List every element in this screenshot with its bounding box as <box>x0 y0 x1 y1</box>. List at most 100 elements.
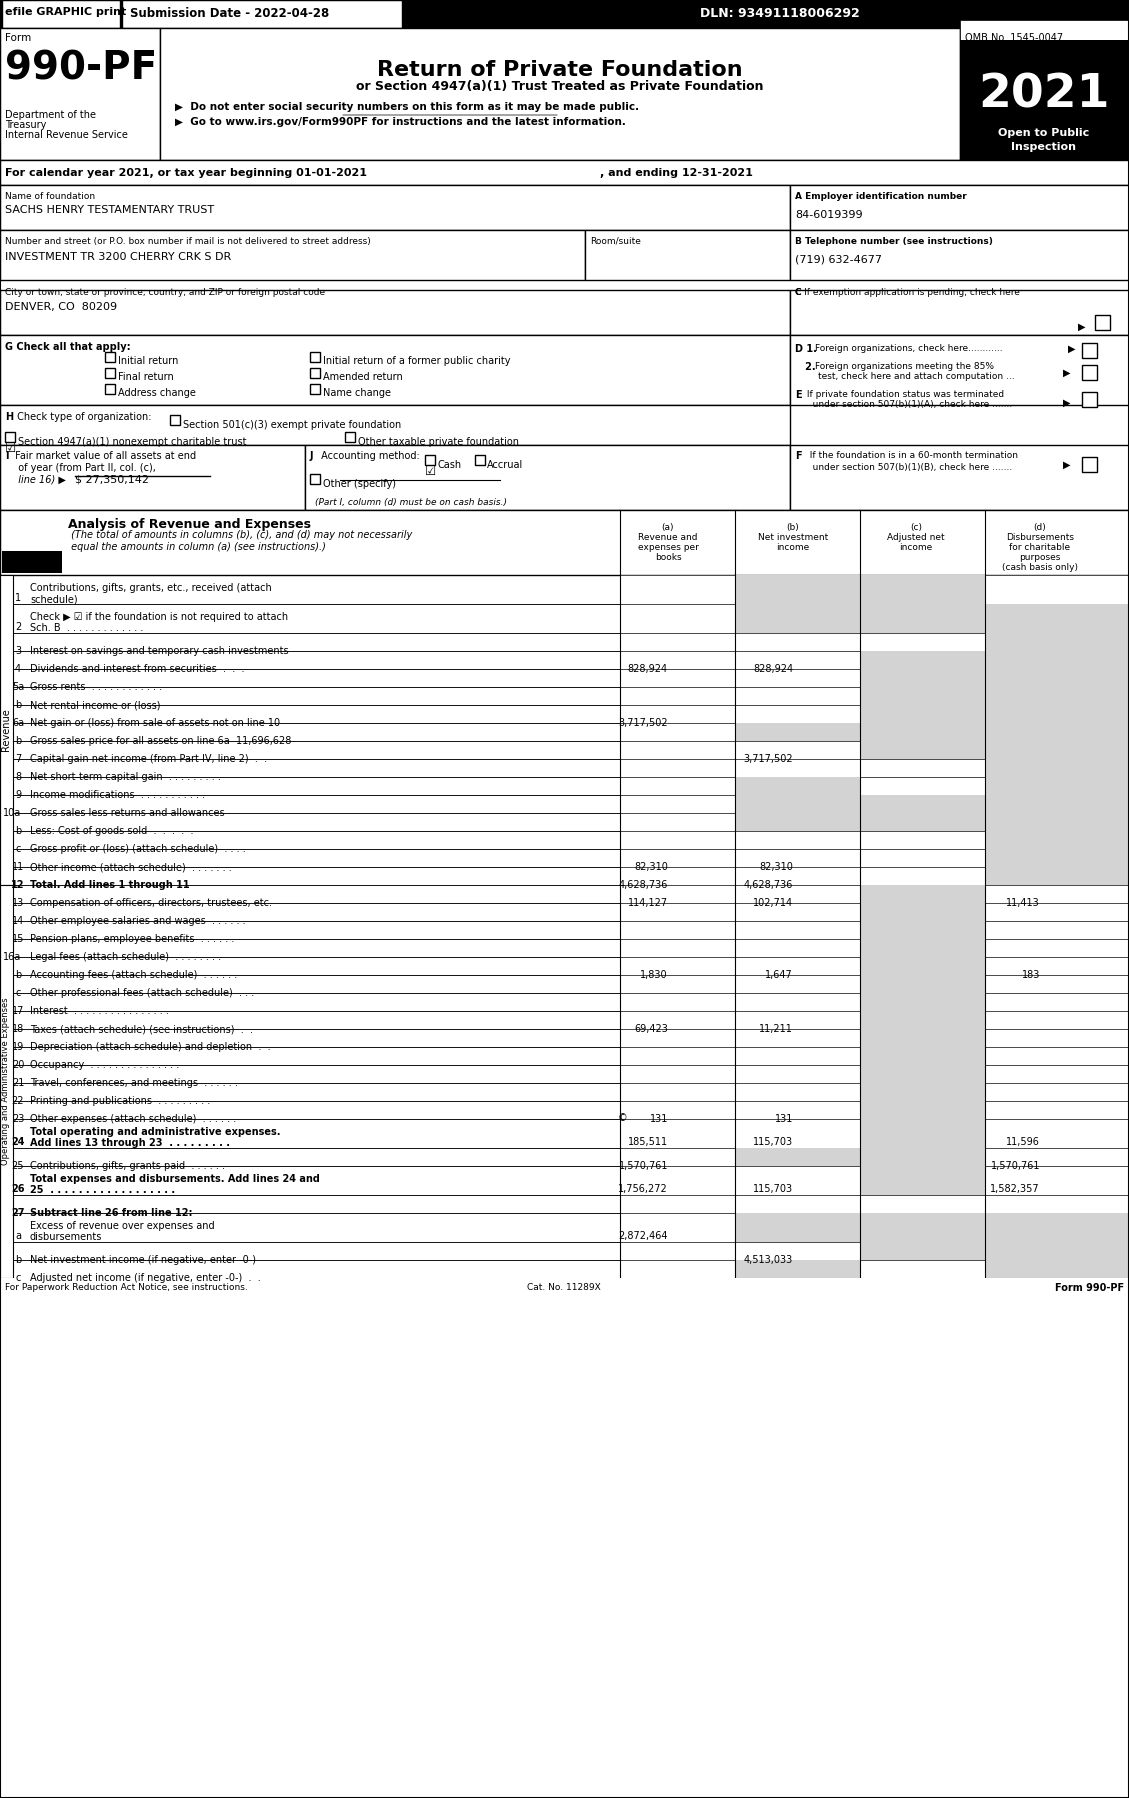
Bar <box>0 885 1129 903</box>
Bar <box>986 795 1129 813</box>
Text: Gross sales price for all assets on line 6a  11,696,628: Gross sales price for all assets on line… <box>30 735 291 746</box>
Bar <box>620 992 1129 1010</box>
Text: 102,714: 102,714 <box>753 897 793 908</box>
Bar <box>0 885 14 1278</box>
Bar <box>425 455 435 466</box>
Text: Capital gain net income (from Part IV, line 2)  .  .: Capital gain net income (from Part IV, l… <box>30 753 268 764</box>
Text: 84-6019399: 84-6019399 <box>795 210 863 219</box>
Bar <box>620 921 1129 939</box>
Text: under section 507(b)(1)(B), check here .......: under section 507(b)(1)(B), check here .… <box>804 464 1013 473</box>
Bar <box>0 975 1129 992</box>
Bar <box>986 759 1129 777</box>
Text: Contributions, gifts, grants paid  . . . . . .: Contributions, gifts, grants paid . . . … <box>30 1162 225 1170</box>
Text: b: b <box>15 735 21 746</box>
Bar <box>105 385 115 394</box>
Text: 1,582,357: 1,582,357 <box>990 1185 1040 1194</box>
Bar <box>861 1242 984 1260</box>
Text: Check ▶ ☑ if the foundation is not required to attach: Check ▶ ☑ if the foundation is not requi… <box>30 611 288 622</box>
Text: 4,628,736: 4,628,736 <box>744 879 793 890</box>
Bar <box>861 1028 984 1046</box>
Bar <box>0 957 1129 975</box>
Bar <box>736 813 860 831</box>
Bar <box>5 432 15 442</box>
Bar <box>986 1214 1129 1242</box>
Text: 4,628,736: 4,628,736 <box>619 879 668 890</box>
Text: Inspection: Inspection <box>1012 142 1076 153</box>
Bar <box>0 1028 1129 1046</box>
Text: 23: 23 <box>11 1115 24 1124</box>
Bar <box>620 633 1129 651</box>
Text: Taxes (attach schedule) (see instructions)  .  .: Taxes (attach schedule) (see instruction… <box>30 1025 253 1034</box>
Text: 115,703: 115,703 <box>753 1185 793 1194</box>
Text: Income modifications  . . . . . . . . . . .: Income modifications . . . . . . . . . .… <box>30 789 205 800</box>
Bar <box>0 1242 1129 1260</box>
Bar <box>986 705 1129 723</box>
Text: 185,511: 185,511 <box>628 1136 668 1147</box>
Bar <box>0 705 1129 723</box>
Text: OMB No. 1545-0047: OMB No. 1545-0047 <box>965 32 1064 43</box>
Bar <box>0 185 790 230</box>
Text: 11: 11 <box>12 861 24 872</box>
Bar <box>861 1165 984 1196</box>
Bar <box>620 1064 1129 1082</box>
Bar <box>986 1260 1129 1278</box>
Text: income: income <box>900 543 933 552</box>
Bar <box>620 669 1129 687</box>
Bar <box>0 741 1129 759</box>
Bar <box>0 1046 1129 1064</box>
Bar <box>620 831 1129 849</box>
Text: SACHS HENRY TESTAMENTARY TRUST: SACHS HENRY TESTAMENTARY TRUST <box>5 205 215 216</box>
Bar <box>475 455 485 466</box>
Bar <box>861 1010 984 1028</box>
Text: Other (specify): Other (specify) <box>323 478 396 489</box>
Bar <box>960 101 1129 160</box>
Text: Number and street (or P.O. box number if mail is not delivered to street address: Number and street (or P.O. box number if… <box>5 237 370 246</box>
Text: Other expenses (attach schedule)  . . . . . .: Other expenses (attach schedule) . . . .… <box>30 1115 236 1124</box>
Bar <box>620 777 1129 795</box>
Bar <box>1082 365 1097 379</box>
Bar <box>620 1118 1129 1147</box>
Bar <box>986 1242 1129 1260</box>
Text: a: a <box>15 1232 21 1241</box>
Bar <box>790 289 1129 334</box>
Text: 990-PF: 990-PF <box>5 50 157 88</box>
Bar <box>620 1196 1129 1214</box>
Bar <box>0 903 1129 921</box>
Bar <box>986 723 1129 741</box>
Text: 25  . . . . . . . . . . . . . . . . . .: 25 . . . . . . . . . . . . . . . . . . <box>30 1185 175 1196</box>
Text: 828,924: 828,924 <box>628 663 668 674</box>
Text: 4: 4 <box>15 663 21 674</box>
Bar <box>861 741 984 759</box>
Bar <box>986 777 1129 795</box>
Bar <box>0 230 585 280</box>
Text: 4,513,033: 4,513,033 <box>744 1255 793 1266</box>
Bar <box>0 633 1129 651</box>
Text: ©: © <box>618 1113 628 1124</box>
Text: Contributions, gifts, grants, etc., received (attach: Contributions, gifts, grants, etc., rece… <box>30 583 272 593</box>
Text: Form 990-PF: Form 990-PF <box>1054 1284 1124 1293</box>
Bar <box>861 1046 984 1064</box>
Text: 2,872,464: 2,872,464 <box>619 1232 668 1241</box>
Text: Cat. No. 11289X: Cat. No. 11289X <box>527 1284 601 1293</box>
Text: Add lines 13 through 23  . . . . . . . . .: Add lines 13 through 23 . . . . . . . . … <box>30 1138 230 1147</box>
Text: 1,570,761: 1,570,761 <box>990 1162 1040 1170</box>
Text: 82,310: 82,310 <box>634 861 668 872</box>
Text: Gross sales less returns and allowances: Gross sales less returns and allowances <box>30 807 225 818</box>
Bar <box>986 813 1129 831</box>
Bar <box>986 849 1129 867</box>
Bar <box>310 475 320 484</box>
Text: For Paperwork Reduction Act Notice, see instructions.: For Paperwork Reduction Act Notice, see … <box>5 1284 247 1293</box>
Bar <box>736 1260 860 1278</box>
Text: Check type of organization:: Check type of organization: <box>14 412 151 423</box>
Bar <box>0 813 1129 831</box>
Text: ▶  Do not enter social security numbers on this form as it may be made public.: ▶ Do not enter social security numbers o… <box>175 102 639 111</box>
Text: 19: 19 <box>12 1043 24 1052</box>
Text: Address change: Address change <box>119 388 195 397</box>
Text: 27: 27 <box>11 1208 25 1217</box>
Bar <box>0 1147 1129 1165</box>
Text: Amended return: Amended return <box>323 372 403 381</box>
Text: (d): (d) <box>1034 523 1047 532</box>
Text: 8: 8 <box>15 771 21 782</box>
Bar <box>620 1242 1129 1260</box>
Text: 3: 3 <box>15 645 21 656</box>
